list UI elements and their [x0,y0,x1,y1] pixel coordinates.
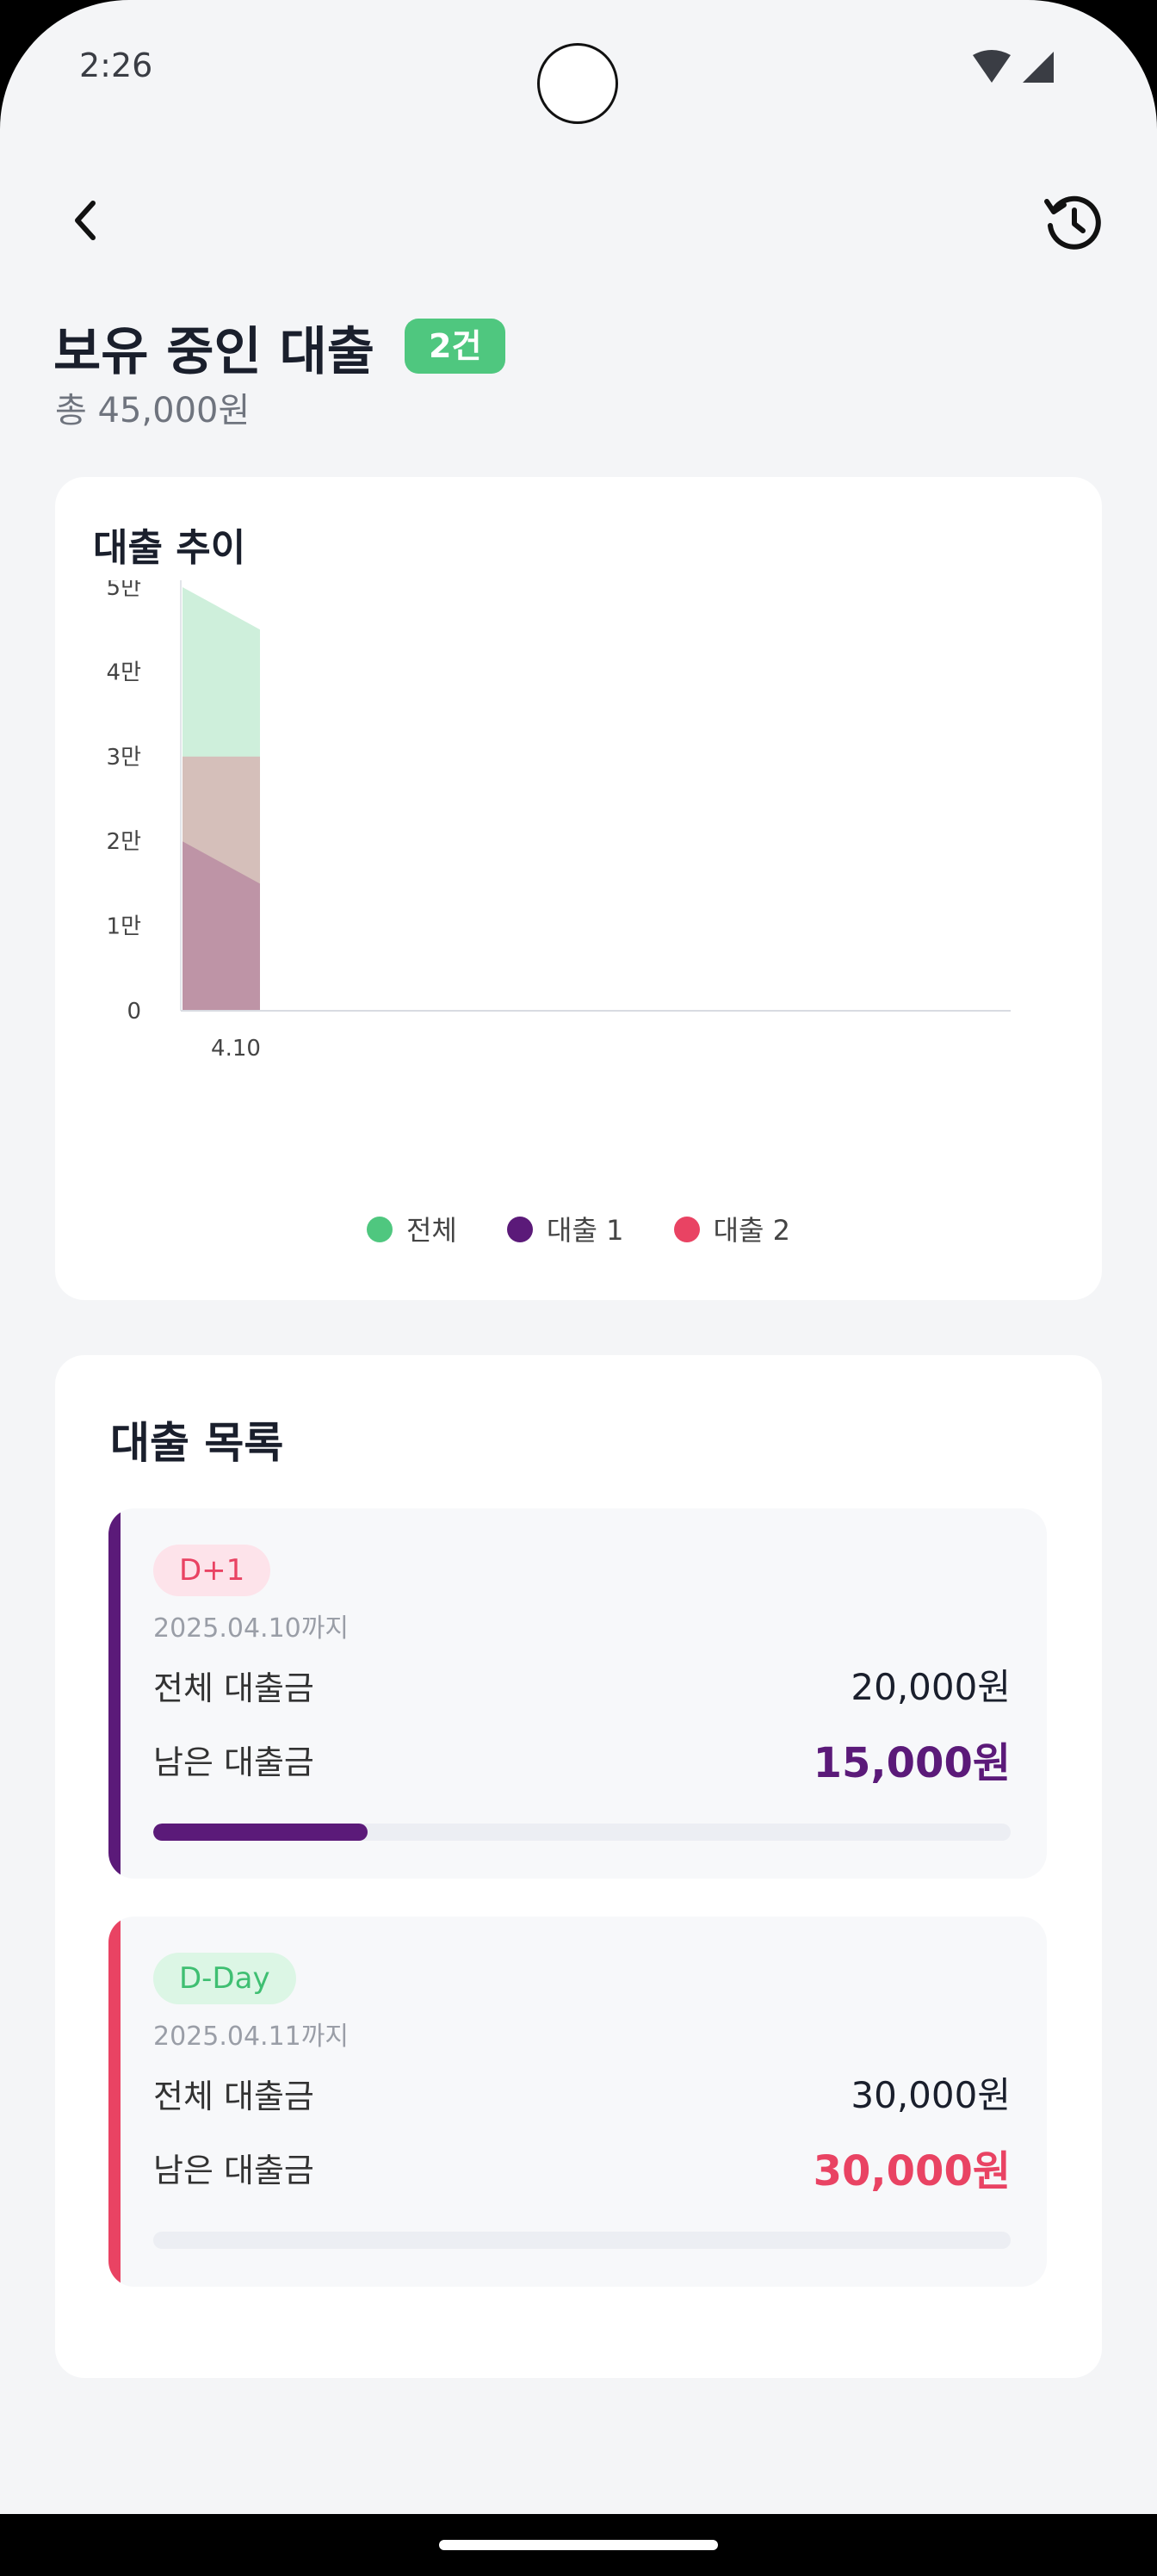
history-button[interactable] [1042,191,1105,255]
y-tick-label: 4만 [107,659,141,685]
y-tick-label: 5만 [107,580,141,601]
remaining-loan-value: 30,000원 [813,2147,1011,2195]
dday-badge: D+1 [153,1545,271,1596]
area-series-전체 [183,587,260,1011]
dday-badge: D-Day [153,1953,296,2004]
legend-item-loan-1: 대출 1 [507,1209,623,1248]
status-bar: 2:26 [0,0,1157,138]
history-icon [1044,195,1101,250]
chart-title: 대출 추이 [93,526,246,570]
remaining-loan-label: 남은 대출금 [153,1743,314,1781]
legend-label-loan-2: 대출 2 [713,1214,791,1247]
repayment-progress [153,1824,1011,1841]
front-camera [537,43,618,124]
remaining-loan-value: 15,000원 [813,1739,1011,1787]
chart-legend: 전체 대출 1 대출 2 [55,1209,1102,1248]
legend-dot-loan-1 [507,1217,534,1242]
signal-icon [1023,52,1054,83]
loan-list-card: 대출 목록 D+1 2025.04.10까지 전체 대출금 20,000원 남은… [55,1355,1102,2378]
total-loan-label: 전체 대출금 [153,1669,314,1707]
total-loan-value: 20,000원 [851,1666,1011,1708]
loan-accent-bar [108,1508,121,1879]
due-date: 2025.04.11까지 [153,2022,349,2052]
loan-accent-bar [108,1917,121,2287]
loan-item-2[interactable]: D-Day 2025.04.11까지 전체 대출금 30,000원 남은 대출금… [108,1917,1047,2287]
repayment-progress [153,2232,1011,2249]
y-tick-label: 0 [127,999,141,1025]
page-title: 보유 중인 대출 [53,322,374,382]
area-series-대출 2 [183,756,260,1011]
total-amount: 총 45,000원 [55,391,251,430]
legend-label-total: 전체 [405,1214,457,1247]
legend-dot-loan-2 [673,1217,700,1242]
remaining-loan-label: 남은 대출금 [153,2152,314,2189]
loan-trend-chart: 0 1만 2만 3만 4만 5만 4.10 [107,580,1011,1062]
due-date: 2025.04.10까지 [153,1613,349,1644]
area-series-대출 1 [183,841,260,1011]
x-tick-label: 4.10 [211,1036,261,1062]
total-loan-value: 30,000원 [851,2074,1011,2116]
legend-item-loan-2: 대출 2 [673,1209,791,1248]
back-button[interactable] [57,191,117,251]
home-indicator[interactable] [439,2540,718,2550]
status-icons [973,50,1054,83]
legend-label-loan-1: 대출 1 [547,1214,624,1247]
loan-count-badge: 2건 [405,319,506,374]
chevron-left-icon [75,201,96,240]
loan-trend-card: 대출 추이 0 1만 2만 3만 4만 5만 4.10 전체 대출 1 대출 2 [55,477,1102,1300]
loan-list-title: 대출 목록 [110,1418,284,1468]
wifi-icon [973,50,1011,83]
y-tick-label: 2만 [107,829,141,855]
y-tick-label: 3만 [107,745,141,771]
status-time: 2:26 [79,46,153,84]
legend-item-total: 전체 [366,1209,457,1248]
progress-fill [153,1824,368,1841]
y-tick-label: 1만 [107,914,141,940]
legend-dot-total [366,1217,393,1242]
total-loan-label: 전체 대출금 [153,2078,314,2115]
loan-item-1[interactable]: D+1 2025.04.10까지 전체 대출금 20,000원 남은 대출금 1… [108,1508,1047,1879]
